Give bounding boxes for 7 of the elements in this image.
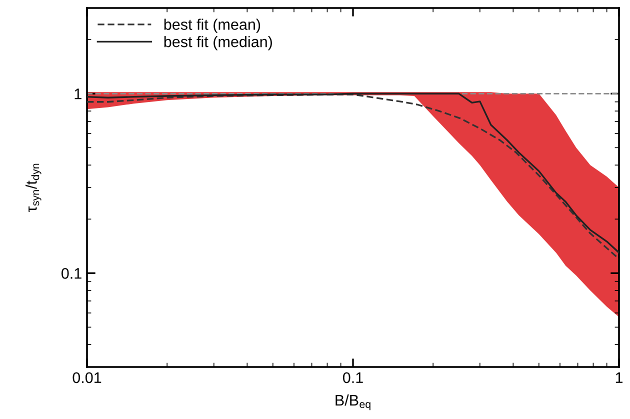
x-axis-title: B/B$_{eq}$ <box>336 394 370 410</box>
legend-label: best fit (mean) <box>164 18 260 33</box>
x-tick-label: 0.01 <box>72 372 102 384</box>
legend-label: best fit (median) <box>164 36 272 50</box>
y-axis-title: τ$_{syn}$/t$_{dyn}$ <box>26 164 42 212</box>
x-tick-label: 0.1 <box>342 372 363 384</box>
x-tick-label: 1 <box>616 372 623 383</box>
